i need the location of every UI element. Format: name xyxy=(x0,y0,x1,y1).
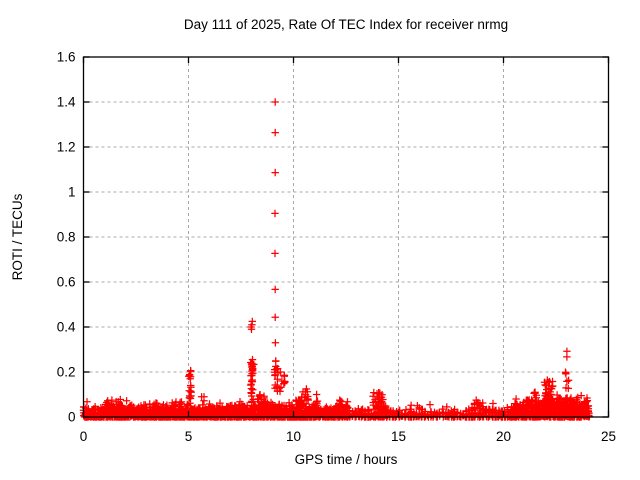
x-tick-label: 20 xyxy=(496,429,511,444)
grid-layer xyxy=(83,57,609,417)
y-tick-label: 1 xyxy=(68,185,76,200)
x-tick-label: 0 xyxy=(80,429,88,444)
y-tick-label: 0.6 xyxy=(57,275,76,290)
y-tick-label: 1.6 xyxy=(57,50,76,65)
y-axis-label: ROTI / TECUs xyxy=(10,193,25,280)
x-tick-label: 10 xyxy=(286,429,301,444)
y-tick-label: 1.2 xyxy=(57,140,76,155)
y-tick-label: 1.4 xyxy=(57,95,76,110)
x-tick-label: 15 xyxy=(391,429,406,444)
x-tick-label: 25 xyxy=(601,429,616,444)
x-axis-label: GPS time / hours xyxy=(295,452,398,467)
y-tick-label: 0 xyxy=(68,410,76,425)
x-tick-label: 5 xyxy=(185,429,193,444)
y-tick-label: 0.2 xyxy=(57,365,76,380)
chart-title: Day 111 of 2025, Rate Of TEC Index for r… xyxy=(184,17,508,32)
tick-marks-layer xyxy=(82,56,610,418)
y-tick-label: 0.4 xyxy=(57,320,76,335)
tick-labels-layer: 0 5 10 15 20 25 0 0.2 0.4 0.6 0.8 1 1.2 1.4 1.6 xyxy=(57,50,616,445)
y-tick-label: 0.8 xyxy=(57,230,76,245)
